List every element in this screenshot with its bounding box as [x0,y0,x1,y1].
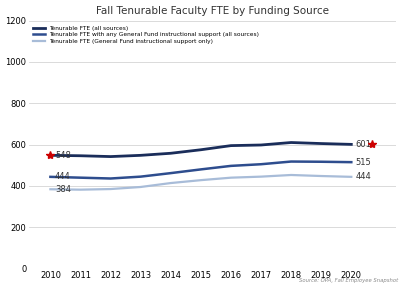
Tenurable FTE with any General Fund instructional support (all sources) [258,162,263,166]
Tenurable FTE with any General Fund instructional support (all sources) [318,160,323,164]
Tenurable FTE (General Fund instructional support only) [48,188,53,191]
Tenurable FTE (General Fund instructional support only) [108,187,113,191]
Tenurable FTE with any General Fund instructional support (all sources) [78,176,83,179]
Tenurable FTE (all sources) [168,152,173,155]
Tenurable FTE with any General Fund instructional support (all sources) [348,160,353,164]
Text: 515: 515 [355,158,371,167]
Title: Fall Tenurable Faculty FTE by Funding Source: Fall Tenurable Faculty FTE by Funding So… [96,5,328,15]
Tenurable FTE with any General Fund instructional support (all sources) [138,175,143,178]
Tenurable FTE with any General Fund instructional support (all sources) [288,160,293,163]
Legend: Tenurable FTE (all sources), Tenurable FTE with any General Fund instructional s: Tenurable FTE (all sources), Tenurable F… [33,25,259,44]
Tenurable FTE (General Fund instructional support only) [198,178,203,182]
Tenurable FTE (General Fund instructional support only) [78,188,83,191]
Text: Source: OPA, Fall Employee Snapshot: Source: OPA, Fall Employee Snapshot [298,278,397,283]
Tenurable FTE (all sources) [258,143,263,147]
Tenurable FTE with any General Fund instructional support (all sources) [108,177,113,180]
Tenurable FTE (all sources) [78,154,83,158]
Tenurable FTE (all sources) [348,143,353,146]
Tenurable FTE (General Fund instructional support only) [168,181,173,185]
Tenurable FTE with any General Fund instructional support (all sources) [198,168,203,171]
Tenurable FTE (General Fund instructional support only) [138,185,143,189]
Tenurable FTE (General Fund instructional support only) [318,174,323,178]
Line: Tenurable FTE (General Fund instructional support only): Tenurable FTE (General Fund instructiona… [50,175,350,190]
Tenurable FTE with any General Fund instructional support (all sources) [48,175,53,178]
Tenurable FTE (General Fund instructional support only) [228,176,233,179]
Text: 444: 444 [55,172,71,181]
Tenurable FTE with any General Fund instructional support (all sources) [228,164,233,168]
Text: 444: 444 [355,172,371,181]
Tenurable FTE (General Fund instructional support only) [348,175,353,178]
Tenurable FTE (all sources) [138,154,143,157]
Text: 548: 548 [55,151,71,160]
Tenurable FTE (all sources) [198,148,203,152]
Line: Tenurable FTE (all sources): Tenurable FTE (all sources) [50,142,350,156]
Tenurable FTE (all sources) [288,141,293,144]
Text: 601: 601 [355,140,371,149]
Line: Tenurable FTE with any General Fund instructional support (all sources): Tenurable FTE with any General Fund inst… [50,162,350,178]
Text: 384: 384 [55,185,71,194]
Tenurable FTE with any General Fund instructional support (all sources) [168,171,173,175]
Tenurable FTE (all sources) [318,142,323,145]
Tenurable FTE (General Fund instructional support only) [288,173,293,177]
Tenurable FTE (all sources) [48,154,53,157]
Tenurable FTE (all sources) [108,155,113,158]
Tenurable FTE (all sources) [228,144,233,147]
Tenurable FTE (General Fund instructional support only) [258,175,263,178]
